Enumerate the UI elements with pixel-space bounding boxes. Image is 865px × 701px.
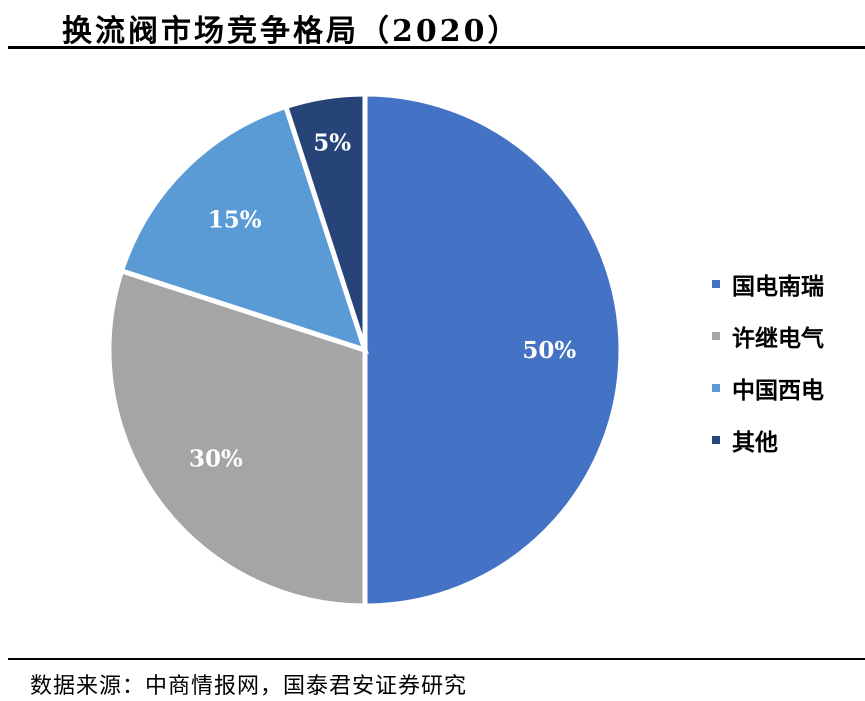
legend-label: 其他 [732,429,778,456]
data-label-2: 15% [208,207,262,234]
legend-label: 许继电气 [732,325,824,352]
legend-swatch [712,332,720,340]
data-label-0: 50% [522,337,576,364]
pie-slice-0 [362,91,624,609]
legend-item: 中国西电 [712,362,824,414]
top-divider [8,46,865,49]
pie-slice-1 [106,267,368,609]
legend-item: 其他 [712,414,824,466]
legend-label: 国电南瑞 [732,273,824,300]
legend-swatch [712,280,720,288]
legend-item: 国电南瑞 [712,258,824,310]
legend-swatch [712,436,720,444]
chart-title: 换流阀市场竞争格局（2020） [62,14,521,49]
legend-item: 许继电气 [712,310,824,362]
pie-slice-3 [282,91,368,351]
legend: 国电南瑞许继电气中国西电其他 [712,258,824,466]
data-label-3: 5% [313,130,351,157]
source-note: 数据来源：中商情报网，国泰君安证券研究 [30,674,468,699]
data-label-1: 30% [189,445,243,472]
legend-label: 中国西电 [732,377,824,404]
legend-swatch [712,384,720,392]
bottom-divider [8,658,865,660]
